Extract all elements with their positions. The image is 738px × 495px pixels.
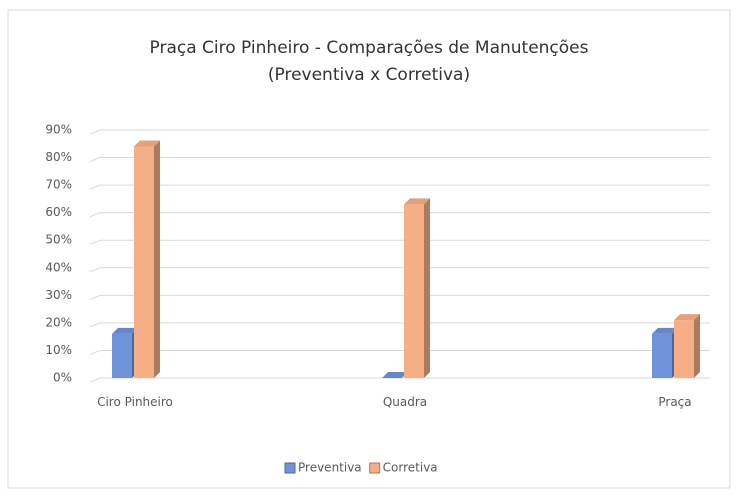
bar-front [112,333,132,378]
grid-line [89,322,710,328]
legend-label: Corretiva [383,461,438,475]
y-tick-label: 30% [45,288,72,302]
y-tick-label: 40% [45,260,72,274]
chart-title: Praça Ciro Pinheiro - Comparações de Man… [150,38,589,58]
grid-line [89,212,710,218]
legend-swatch [284,462,296,474]
y-tick-label: 0% [53,371,72,385]
grid-line [89,349,710,355]
grid-line [89,377,710,383]
bar-front [652,333,672,378]
bar-top [404,198,430,205]
bar-top [382,372,408,378]
bar-side [424,198,430,378]
x-tick-label: Quadra [382,395,428,409]
x-tick-label: Praça [658,395,692,409]
bar [112,327,138,378]
y-tick-label: 80% [45,150,72,164]
y-tick-label: 60% [45,205,72,219]
grid-line [89,239,710,245]
x-tick-label-box: Praça [658,395,692,409]
legend-label: Preventiva [298,461,362,475]
chart-subtitle: (Preventiva x Corretiva) [268,65,470,85]
bar-top [674,314,700,321]
bar [382,372,408,378]
x-tick-label-box: Ciro Pinheiro [97,395,173,409]
bar [134,140,160,378]
legend-swatch [369,462,381,474]
bar-top [134,140,160,147]
grid-line [89,267,710,273]
grid-line [89,129,710,135]
grid-line [89,294,710,300]
bar-front [134,146,154,378]
y-tick-label: 50% [45,233,72,247]
bar-side [154,140,160,378]
y-tick-label: 90% [45,123,72,137]
bar-front [674,320,694,378]
y-tick-label: 70% [45,178,72,192]
chart-frame [7,9,731,489]
bar-top [112,327,138,334]
bar [404,198,430,378]
y-tick-label: 10% [45,343,72,357]
bar [674,314,700,378]
bar-side [694,314,700,378]
x-tick-label-box: Quadra [382,395,428,409]
x-tick-label: Ciro Pinheiro [97,395,173,409]
grid-line [89,184,710,190]
bar-top [652,327,678,334]
bar-front [404,204,424,378]
grid-line [89,157,710,163]
y-tick-label: 20% [45,315,72,329]
